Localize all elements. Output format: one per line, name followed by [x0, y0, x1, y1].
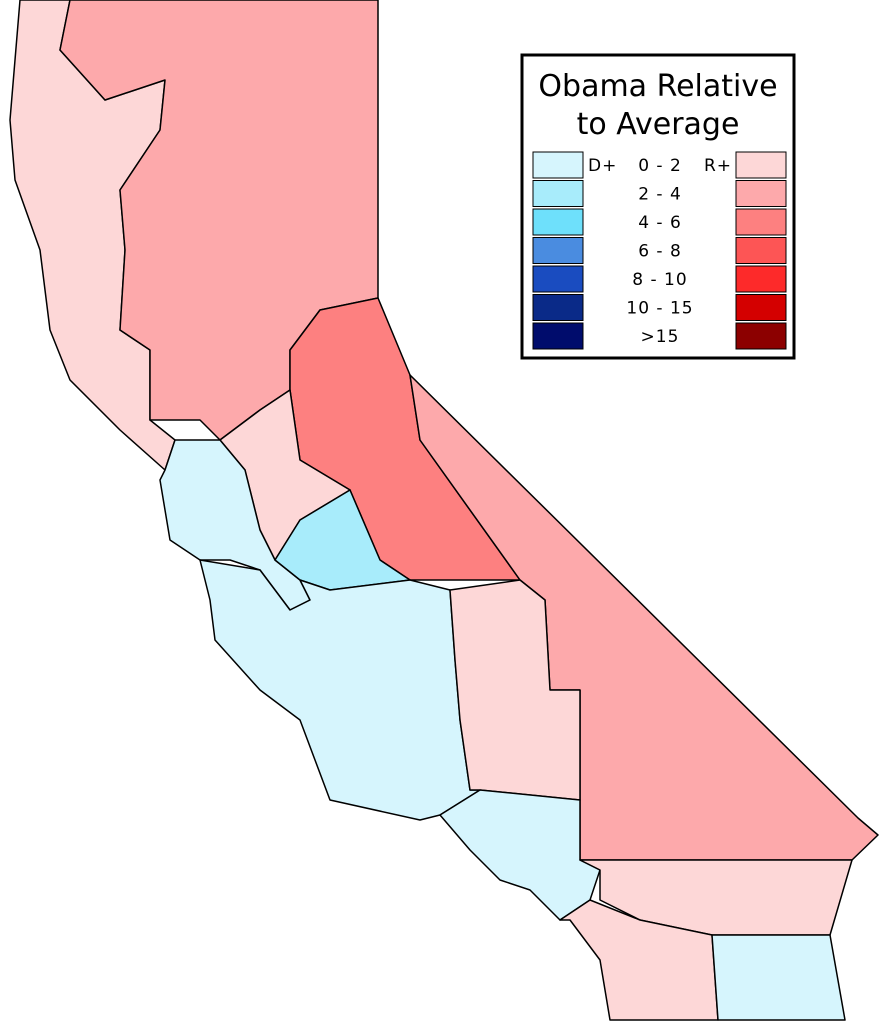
legend-rep-label: R+ [704, 156, 732, 176]
legend-label: 2 - 4 [638, 185, 682, 205]
legend-label: 10 - 15 [626, 299, 693, 319]
legend-label: 0 - 2 [638, 156, 682, 176]
district [711, 934, 846, 1021]
legend-label: 8 - 10 [632, 270, 687, 290]
legend-title: Obama Relative [538, 69, 777, 104]
legend-swatch [532, 151, 584, 179]
legend-swatch [735, 151, 787, 179]
legend-title: to Average [577, 107, 740, 142]
district [559, 899, 719, 1021]
district [199, 559, 481, 821]
legend-dem-label: D+ [588, 156, 617, 176]
legend-swatch [532, 294, 584, 321]
legend-swatch [735, 180, 787, 207]
districts [9, 0, 879, 1021]
legend-swatch [735, 237, 787, 264]
legend-swatch [735, 265, 787, 293]
legend-swatch [735, 208, 787, 236]
legend-label: 4 - 6 [638, 213, 682, 233]
legend-label: >15 [641, 327, 680, 347]
legend: Obama Relative to Average 0 - 2 2 - 4 4 - … [520, 53, 796, 360]
legend-swatch [532, 237, 584, 264]
legend-swatch [735, 322, 787, 350]
legend-swatch [532, 322, 584, 350]
legend-swatch [532, 180, 584, 207]
legend-swatch [735, 294, 787, 321]
legend-label: 6 - 8 [638, 242, 682, 262]
district [439, 789, 601, 921]
legend-swatch [532, 265, 584, 293]
legend-swatch [532, 208, 584, 236]
